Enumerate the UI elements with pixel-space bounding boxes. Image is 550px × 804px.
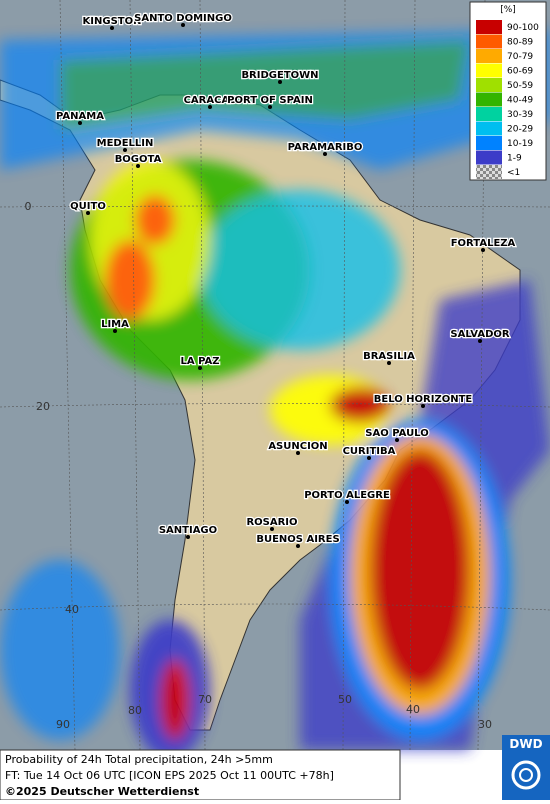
legend-label: 1-9 — [507, 154, 522, 164]
legend-swatch — [476, 63, 502, 78]
grid-label: 20 — [36, 400, 50, 413]
city-dot — [113, 329, 117, 333]
city-dot — [208, 105, 212, 109]
city-dot — [421, 404, 425, 408]
grid-label: 80 — [128, 704, 142, 717]
city-label: QUITO — [70, 201, 106, 212]
city-dot — [136, 164, 140, 168]
city-label: BRIDGETOWN — [241, 70, 318, 81]
city-label: PORT OF SPAIN — [227, 95, 313, 106]
legend-swatch — [476, 150, 502, 165]
precipitation — [0, 30, 550, 760]
legend-title: [%] — [500, 5, 516, 15]
city-label: FORTALEZA — [451, 238, 516, 249]
city-label: BELO HORIZONTE — [374, 394, 473, 405]
city-label: ROSARIO — [246, 517, 297, 528]
city-label: BOGOTA — [115, 154, 162, 165]
city-label: LIMA — [101, 319, 129, 330]
grid-label: 30 — [478, 718, 492, 731]
logo-swirl-inner — [519, 768, 533, 782]
city-dot — [367, 456, 371, 460]
grid-label: 50 — [338, 693, 352, 706]
legend-swatch — [476, 78, 502, 92]
city-label: LA PAZ — [181, 356, 220, 367]
legend-swatch — [476, 92, 502, 107]
city-label: PARAMARIBO — [288, 142, 363, 153]
city-label: BRASILIA — [363, 351, 415, 362]
city-label: SANTIAGO — [159, 525, 217, 536]
city-dot — [387, 361, 391, 365]
legend-label: 90-100 — [507, 23, 539, 33]
city-dot — [278, 80, 282, 84]
grid-label: 90 — [56, 718, 70, 731]
grid-label: 40 — [65, 603, 79, 616]
footer-line: ©2025 Deutscher Wetterdienst — [5, 785, 199, 798]
city-label: PORTO ALEGRE — [304, 490, 390, 501]
city-label: MEDELLIN — [97, 138, 154, 149]
city-label: KINGSTON — [83, 16, 142, 27]
city-dot — [123, 148, 127, 152]
legend-label: 30-39 — [507, 110, 533, 120]
city-dot — [481, 248, 485, 252]
city-dot — [86, 211, 90, 215]
city-dot — [270, 527, 274, 531]
legend-swatch — [476, 49, 502, 63]
city-dot — [268, 105, 272, 109]
city-dot — [345, 500, 349, 504]
city-dot — [323, 152, 327, 156]
city-dot — [478, 339, 482, 343]
city-label: CURITIBA — [343, 446, 396, 457]
legend-swatch — [476, 20, 502, 34]
legend: [%] 90-100 80-89 70-79 60-69 50-59 40-49 30-39… — [469, 1, 547, 181]
city-dot — [198, 366, 202, 370]
city-label: PANAMA — [56, 111, 104, 122]
legend-swatch — [476, 107, 502, 121]
logo-swirl — [511, 760, 541, 790]
footer-box — [0, 749, 401, 801]
grid-label: 0 — [25, 200, 32, 213]
legend-swatch — [476, 121, 502, 136]
city-dot — [296, 544, 300, 548]
city-label: SANTO DOMINGO — [134, 13, 232, 24]
city-dot — [186, 535, 190, 539]
city-dot — [78, 121, 82, 125]
city-label: SALVADOR — [450, 329, 510, 340]
legend-label: <1 — [507, 168, 520, 178]
legend-label: 80-89 — [507, 38, 533, 48]
legend-swatch — [476, 136, 502, 150]
legend-swatch — [476, 165, 502, 179]
grid-label: 40 — [406, 703, 420, 716]
city-dot — [110, 26, 114, 30]
city-dot — [296, 451, 300, 455]
footer-line: Probability of 24h Total precipitation, … — [5, 753, 273, 766]
grid-label: 70 — [198, 693, 212, 706]
city-label: SAO PAULO — [365, 428, 428, 439]
legend-label: 40-49 — [507, 96, 533, 106]
legend-label: 70-79 — [507, 52, 533, 62]
legend-label: 10-19 — [507, 139, 533, 149]
legend-label: 20-29 — [507, 125, 533, 135]
logo-text: DWD — [509, 737, 542, 751]
legend-swatch — [476, 34, 502, 49]
city-label: ASUNCION — [268, 441, 327, 452]
legend-label: 60-69 — [507, 67, 533, 77]
city-dot — [395, 438, 399, 442]
legend-label: 50-59 — [507, 81, 533, 91]
footer-line: FT: Tue 14 Oct 06 UTC [ICON EPS 2025 Oct… — [5, 769, 334, 782]
city-label: BUENOS AIRES — [256, 534, 339, 545]
city-dot — [181, 23, 185, 27]
city-label: CARACAS — [184, 95, 237, 106]
